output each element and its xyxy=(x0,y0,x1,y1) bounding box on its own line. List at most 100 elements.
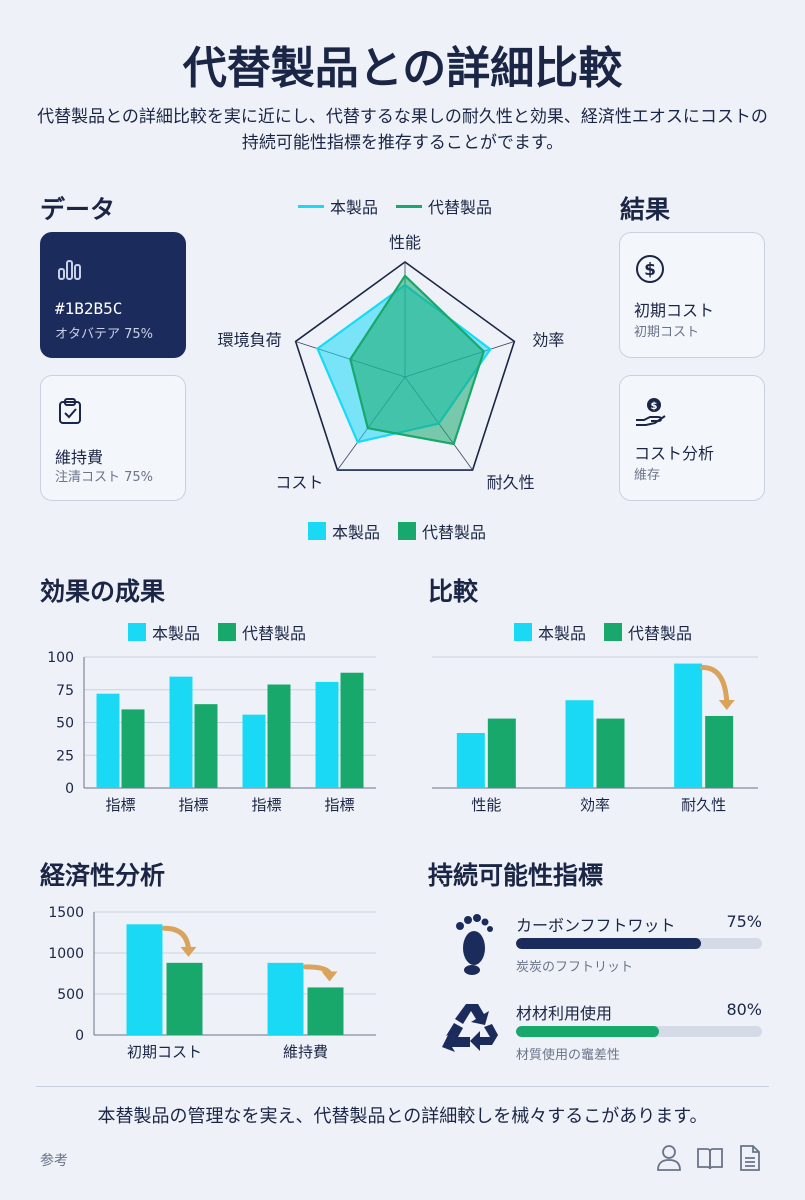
result-card-initial-cost[interactable]: $ 初期コスト 初期コスト xyxy=(619,232,765,358)
radar-axis-label: 効率 xyxy=(532,330,564,349)
bar xyxy=(307,987,344,1035)
bar xyxy=(456,732,485,788)
data-card-maintenance-sub: 注清コスト 75% xyxy=(55,470,154,485)
y-tick-label: 500 xyxy=(57,987,84,1003)
radar-legend-bottom: 本製品 代替製品 xyxy=(308,519,504,543)
compare-legend-alternative: 代替製品 xyxy=(628,624,693,643)
legend-label-product: 本製品 xyxy=(330,198,379,217)
footprint-icon xyxy=(448,912,498,980)
page-title: 代替製品との詳細比較 xyxy=(182,43,623,94)
x-tick-label: 指標 xyxy=(178,796,208,814)
x-tick-label: 効率 xyxy=(580,796,610,814)
radar-legend-top: 本製品 代替製品 xyxy=(298,194,510,218)
sustain-heading: 持続可能性指標 xyxy=(428,861,604,890)
legend-swatch-product xyxy=(308,522,326,540)
bar xyxy=(340,672,364,788)
economy-bar-chart: 0 500 1000 1500 初期コスト 維持費 xyxy=(48,905,376,1061)
data-card-color-title: #1B2B5C xyxy=(55,299,123,318)
effect-legend-alternative: 代替製品 xyxy=(242,624,307,643)
result-card-initial-cost-title: 初期コスト xyxy=(634,301,715,320)
trend-arrow-head xyxy=(321,971,338,982)
result-card-initial-cost-sub: 初期コスト xyxy=(634,325,700,340)
document-icon[interactable] xyxy=(738,1144,762,1176)
data-card-color[interactable]: #1B2B5C オタバテア 75% xyxy=(40,232,186,358)
sustain-carbon-track xyxy=(516,938,762,949)
bar xyxy=(194,704,218,788)
effect-heading: 効果の成果 xyxy=(40,577,166,606)
clipboard-check-icon xyxy=(55,396,85,430)
x-tick-label: 性能 xyxy=(471,796,501,814)
sustain-material-sub: 材質使用の竈差性 xyxy=(516,1048,621,1063)
trend-arrow-head xyxy=(180,946,197,957)
sustain-item-material: 材材利用使用 80% 材質使用の竈差性 xyxy=(440,1000,770,1070)
legend-line-product xyxy=(298,204,324,208)
bar xyxy=(705,715,734,788)
x-tick-label: 指標 xyxy=(324,796,354,814)
bar-chart-icon xyxy=(55,253,85,287)
trend-arrow xyxy=(162,925,191,952)
user-icon[interactable] xyxy=(656,1144,682,1176)
sustain-item-carbon: カーボンフフトワット 75% 炭炭のフフトリット xyxy=(440,912,770,982)
compare-legend-product: 本製品 xyxy=(538,624,587,643)
sustain-material-fill xyxy=(516,1026,659,1037)
sustain-carbon-sub: 炭炭のフフトリット xyxy=(516,960,634,975)
effect-legend-product: 本製品 xyxy=(152,624,201,643)
data-heading: データ xyxy=(40,195,116,224)
compare-legend: 本製品 代替製品 xyxy=(514,620,710,644)
legend-swatch-alternative xyxy=(604,623,623,641)
result-card-cost-analysis-sub: 維存 xyxy=(634,468,661,483)
bar xyxy=(121,709,145,788)
bar xyxy=(96,693,120,788)
legend-label-product-2: 本製品 xyxy=(332,523,381,542)
svg-text:$: $ xyxy=(644,260,656,280)
sustain-material-title: 材材利用使用 xyxy=(516,1004,613,1023)
y-tick-label: 75 xyxy=(56,683,74,699)
data-card-maintenance[interactable]: 維持費 注清コスト 75% xyxy=(40,375,186,501)
bar xyxy=(166,962,203,1035)
legend-swatch-alternative xyxy=(398,522,417,540)
result-card-cost-analysis[interactable]: $ コスト分析 維存 xyxy=(619,375,765,501)
recycle-icon xyxy=(442,1000,502,1062)
trend-arrow-head xyxy=(718,699,735,710)
radar-axis-label: 環境負荷 xyxy=(218,330,282,349)
legend-line-alternative xyxy=(396,204,423,208)
compare-heading: 比較 xyxy=(428,577,479,606)
sustain-carbon-fill xyxy=(516,938,701,949)
page-subtitle: 代替製品との詳細比較を実に近にし、代替するな果しの耐久性と効果、経済性エオスにコ… xyxy=(37,107,768,153)
legend-swatch-product xyxy=(514,623,532,641)
bar xyxy=(315,681,339,788)
sustain-carbon-title: カーボンフフトワット xyxy=(516,916,676,935)
x-tick-label: 耐久性 xyxy=(681,796,726,814)
bar xyxy=(565,700,594,788)
bar xyxy=(487,718,516,788)
footer-text: 本替製品の管理なを実え、代替製品との詳細較しを械々するこがあります。 xyxy=(97,1106,708,1127)
bar xyxy=(267,684,291,788)
data-card-maintenance-title: 維持費 xyxy=(55,448,104,467)
y-tick-label: 0 xyxy=(75,1028,84,1044)
y-tick-label: 0 xyxy=(65,781,74,797)
sustain-material-pct: 80% xyxy=(726,1000,762,1019)
data-card-color-sub: オタバテア 75% xyxy=(55,327,154,342)
radar-axis-label: 性能 xyxy=(389,233,421,252)
result-heading: 結果 xyxy=(620,195,671,224)
y-tick-label: 1500 xyxy=(48,905,84,921)
book-icon[interactable] xyxy=(696,1144,724,1176)
effect-legend: 本製品 代替製品 xyxy=(128,620,324,644)
legend-swatch-product xyxy=(128,623,146,641)
compare-bar-chart: 性能 効率 耐久性 xyxy=(432,656,758,814)
bar xyxy=(596,718,625,788)
x-tick-label: 指標 xyxy=(251,796,281,814)
radar-axis-label: コスト xyxy=(275,473,323,492)
bar xyxy=(242,714,266,788)
economy-heading: 経済性分析 xyxy=(40,861,166,890)
y-tick-label: 1000 xyxy=(48,946,84,962)
x-tick-label: 維持費 xyxy=(283,1043,328,1061)
trend-arrow xyxy=(700,665,730,705)
effect-bar-chart: 0 25 50 75 100 指標 指標 指標 指標 xyxy=(47,650,376,814)
footer-divider xyxy=(36,1086,769,1087)
y-tick-label: 100 xyxy=(47,650,74,666)
legend-swatch-alternative xyxy=(218,623,237,641)
sustain-carbon-pct: 75% xyxy=(726,912,762,931)
x-tick-label: 初期コスト xyxy=(127,1043,202,1061)
